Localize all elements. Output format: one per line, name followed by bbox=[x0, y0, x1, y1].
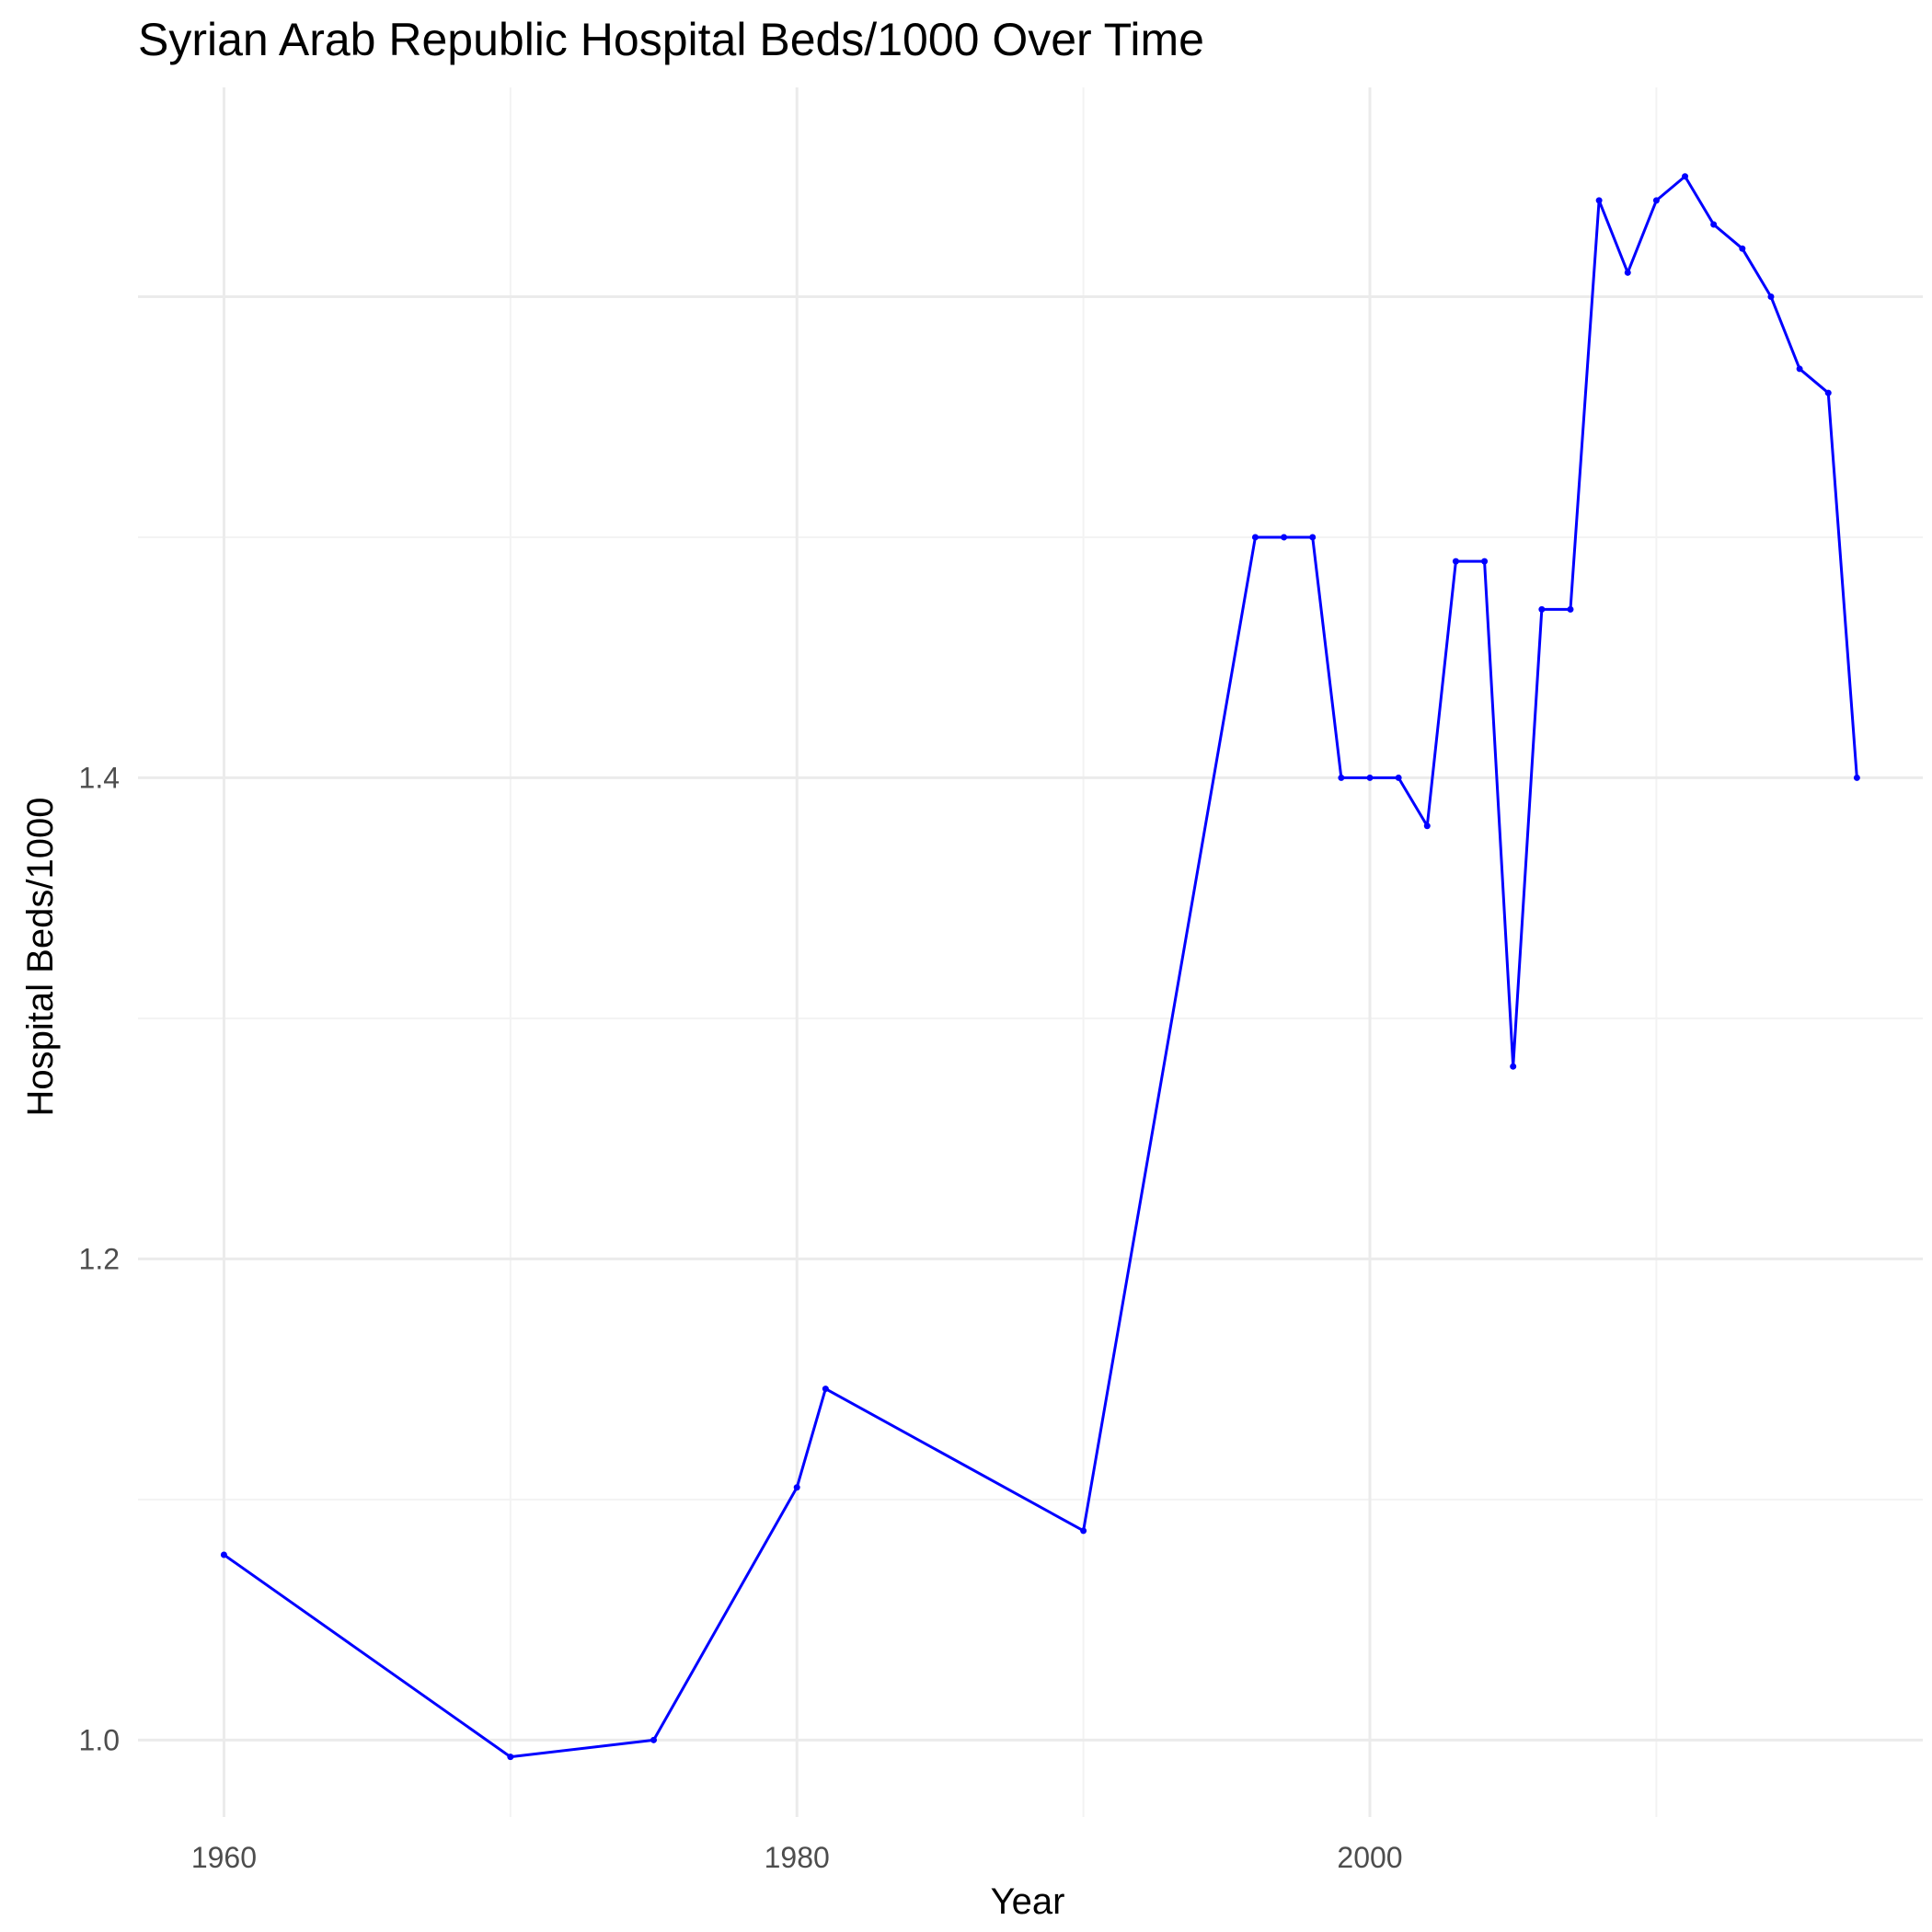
data-point bbox=[1423, 822, 1431, 830]
chart-title: Syrian Arab Republic Hospital Beds/1000 … bbox=[138, 14, 1204, 65]
x-axis-title: Year bbox=[991, 1881, 1065, 1922]
data-point bbox=[1624, 269, 1631, 276]
data-point bbox=[793, 1484, 800, 1491]
y-tick-label: 1.2 bbox=[79, 1242, 120, 1275]
data-point bbox=[822, 1386, 829, 1393]
data-point bbox=[507, 1754, 514, 1761]
data-point bbox=[1281, 534, 1288, 541]
x-tick-label: 1980 bbox=[765, 1841, 830, 1874]
data-point bbox=[1652, 197, 1660, 204]
data-point bbox=[650, 1736, 658, 1743]
data-point bbox=[1395, 774, 1402, 781]
series-line bbox=[223, 175, 1858, 1759]
minor-gridlines bbox=[138, 87, 1923, 1817]
data-point bbox=[1567, 605, 1574, 613]
y-tick-label: 1.4 bbox=[79, 761, 120, 794]
data-point bbox=[1824, 389, 1832, 397]
y-tick-label: 1.0 bbox=[79, 1723, 120, 1756]
data-point bbox=[1796, 365, 1803, 373]
data-point bbox=[1309, 534, 1317, 541]
data-point bbox=[1739, 245, 1746, 252]
y-tick-labels: 1.0 1.2 1.4 bbox=[79, 761, 120, 1756]
data-point bbox=[1595, 197, 1603, 204]
data-point bbox=[220, 1551, 227, 1558]
y-axis-title: Hospital Beds/1000 bbox=[20, 798, 61, 1117]
data-point bbox=[1682, 173, 1689, 180]
data-point bbox=[1251, 534, 1259, 541]
data-point bbox=[1853, 774, 1860, 781]
data-point bbox=[1510, 1063, 1517, 1070]
major-gridlines bbox=[138, 87, 1923, 1817]
x-tick-label: 2000 bbox=[1337, 1841, 1402, 1874]
data-point bbox=[1080, 1527, 1087, 1535]
data-point bbox=[1538, 605, 1546, 613]
data-point bbox=[1452, 558, 1459, 565]
series-layer bbox=[223, 175, 1858, 1759]
points-layer bbox=[220, 173, 1860, 1761]
data-point bbox=[1710, 221, 1718, 228]
data-point bbox=[1366, 774, 1374, 781]
data-point bbox=[1767, 293, 1775, 300]
data-point bbox=[1481, 558, 1489, 565]
data-point bbox=[1338, 774, 1345, 781]
x-tick-labels: 1960 1980 2000 bbox=[191, 1841, 1403, 1874]
x-tick-label: 1960 bbox=[191, 1841, 257, 1874]
